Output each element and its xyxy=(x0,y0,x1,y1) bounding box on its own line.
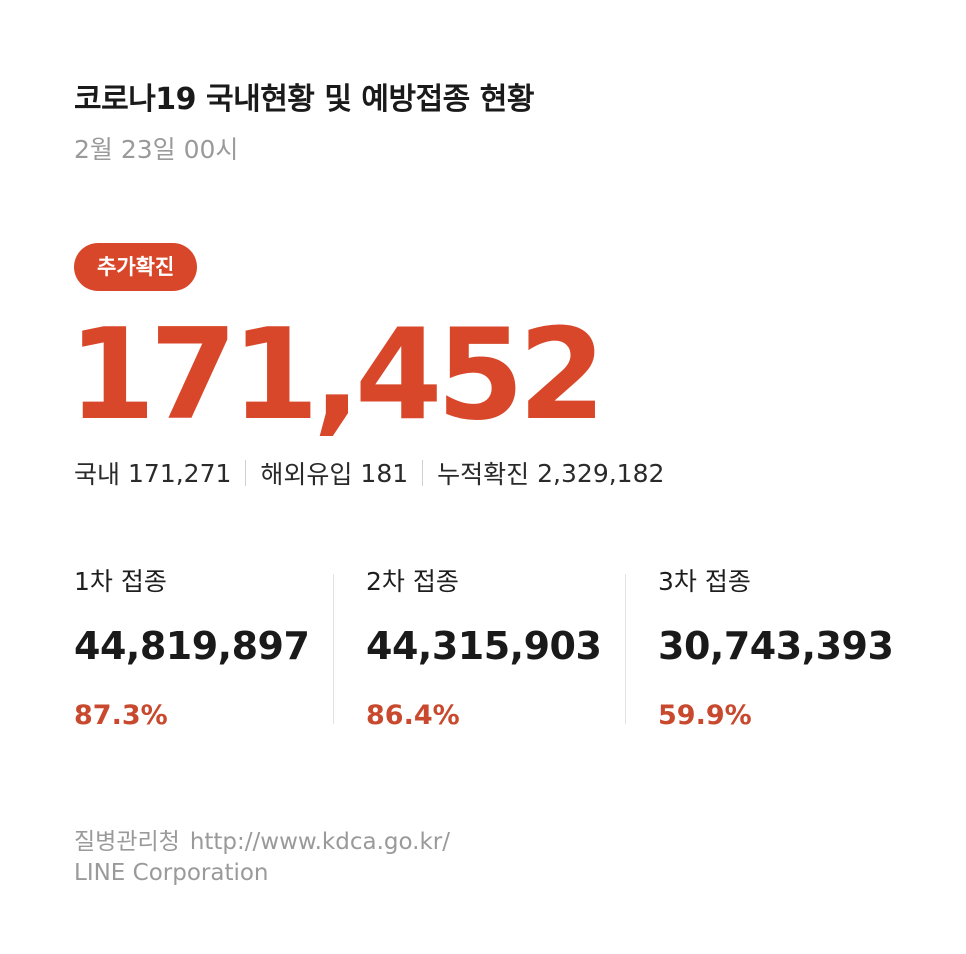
breakdown-divider xyxy=(245,460,247,486)
dose-percent: 86.4% xyxy=(366,700,460,731)
vaccination-stats: 1차 접종 44,819,897 87.3% 2차 접종 44,315,903 … xyxy=(74,560,934,731)
dose-label: 1차 접종 xyxy=(74,567,167,596)
column-divider xyxy=(625,574,626,724)
data-source: 질병관리청 http://www.kdca.go.kr/ xyxy=(74,822,450,856)
dose-label: 3차 접종 xyxy=(658,567,751,596)
update-date: 2월 23일 00시 xyxy=(74,135,239,164)
imported-label: 해외유입 xyxy=(260,460,353,489)
source-name: 질병관리청 xyxy=(74,829,180,855)
covid-status-card: 코로나19 국내현황 및 예방접종 현황 2월 23일 00시 추가확진 171… xyxy=(68,0,934,954)
cumulative-value: 2,329,182 xyxy=(537,458,665,488)
new-cases-badge: 추가확진 xyxy=(74,243,198,291)
page-title: 코로나19 국내현황 및 예방접종 현황 xyxy=(74,82,534,117)
breakdown-divider xyxy=(422,460,424,486)
dose-count: 30,743,393 xyxy=(658,624,894,668)
dose-percent: 59.9% xyxy=(658,700,752,731)
company-credit: LINE Corporation xyxy=(74,860,269,886)
new-cases-count: 171,452 xyxy=(68,301,606,448)
domestic-value: 171,271 xyxy=(128,458,232,488)
imported-value: 181 xyxy=(360,458,409,488)
dose-count: 44,315,903 xyxy=(366,624,602,668)
dose-percent: 87.3% xyxy=(74,700,168,731)
cumulative-label: 누적확진 xyxy=(437,460,530,489)
dose-count: 44,819,897 xyxy=(74,624,310,668)
domestic-label: 국내 xyxy=(74,460,121,489)
cases-breakdown: 국내 171,271 해외유입 181 누적확진 2,329,182 xyxy=(74,455,664,491)
dose-label: 2차 접종 xyxy=(366,567,459,596)
column-divider xyxy=(333,574,334,724)
source-link[interactable]: http://www.kdca.go.kr/ xyxy=(189,829,450,855)
